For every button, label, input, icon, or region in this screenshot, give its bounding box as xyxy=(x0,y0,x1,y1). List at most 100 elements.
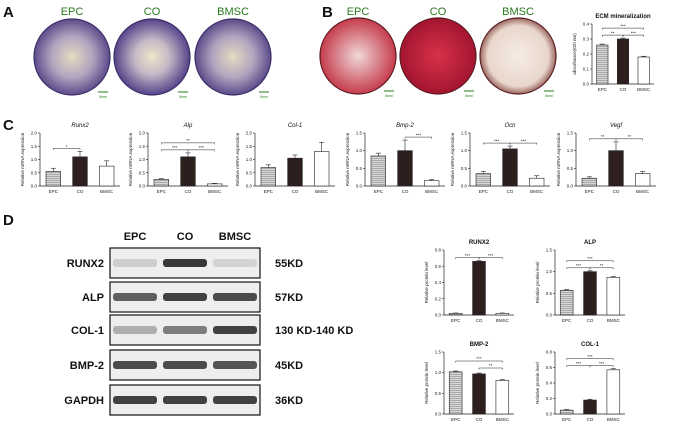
x-tick-label: EPC xyxy=(451,417,461,422)
sig-label: *** xyxy=(576,361,582,366)
lane-label-bmsc: BMSC xyxy=(219,231,251,243)
x-tick-label: EPC xyxy=(157,189,167,194)
sig-label: *** xyxy=(488,253,494,258)
lane-label-co: CO xyxy=(177,231,194,243)
y-tick-label: 0.4 xyxy=(435,280,442,285)
bar-co xyxy=(617,38,629,85)
blot-band xyxy=(213,326,257,334)
blot-band xyxy=(163,326,207,334)
panel-b-dish-epc xyxy=(319,17,397,95)
y-tick-label: 1.0 xyxy=(461,148,468,153)
kd-label: 45KD xyxy=(275,360,303,372)
bar-bmsc xyxy=(495,380,510,415)
x-tick-label: CO xyxy=(587,318,594,323)
x-tick-label: CO xyxy=(185,189,192,194)
scale-bar-label: 5mm xyxy=(385,94,393,98)
x-tick-label: BMSC xyxy=(100,189,114,194)
lane-label-epc: EPC xyxy=(124,231,147,243)
sig-label: * xyxy=(66,144,68,149)
chart-title: ECM mineralization xyxy=(595,14,651,20)
x-tick-label: CO xyxy=(620,87,627,92)
x-tick-label: EPC xyxy=(585,189,595,194)
x-tick-label: BMSC xyxy=(496,318,510,323)
y-tick-label: 0.0 xyxy=(139,184,146,189)
y-tick-label: 0.2 xyxy=(435,296,442,301)
y-tick-label: 0.6 xyxy=(435,264,442,269)
panel-label-c: C xyxy=(3,117,14,134)
bar-epc xyxy=(581,177,597,187)
charts-layer: 5mm 5mm 5mm 5mm 5mm 5mm ECM mineralization 0.0 0… xyxy=(20,14,656,422)
chart-alp: Alp 0.0 0.5 1.0 1.5 2.0 Relative mRNA expressi… xyxy=(128,123,228,194)
bar-co xyxy=(472,373,486,415)
bar-co xyxy=(583,271,597,316)
blot-band xyxy=(163,396,207,404)
scale-bar-label: 5mm xyxy=(99,95,107,99)
y-tick-label: 1.0 xyxy=(546,269,553,274)
panel-label-a: A xyxy=(3,4,14,21)
x-tick-label: BMSC xyxy=(315,189,329,194)
blot-band xyxy=(113,396,157,404)
bar-bmsc xyxy=(635,173,651,187)
panel-a-dish-bmsc xyxy=(194,18,272,96)
sig-label: ** xyxy=(600,263,604,268)
y-tick-label: 1.5 xyxy=(546,248,553,253)
sig-label: *** xyxy=(587,354,593,359)
sig-label: *** xyxy=(465,253,471,258)
bar-epc xyxy=(153,179,169,187)
chart-ocn: Ocn 0.0 0.5 1.0 1.5 Relative mRNA expression E… xyxy=(450,123,550,194)
panel-a-dish-co xyxy=(113,18,191,96)
y-tick-label: 0.4 xyxy=(546,381,553,386)
bar-bmsc xyxy=(529,177,545,187)
blot-band xyxy=(113,259,157,267)
chart-runx2: Runx2 0.0 0.5 1.0 1.5 2.0 Relative mRNA expres… xyxy=(20,123,120,194)
chart-title: Bmp-2 xyxy=(396,123,414,129)
y-tick-label: 0.5 xyxy=(31,170,38,175)
bar-bmsc xyxy=(606,369,621,415)
y-tick-label: 0.2 xyxy=(583,52,590,57)
y-tick-label: 2.0 xyxy=(139,131,146,136)
kd-label: 55KD xyxy=(275,258,303,270)
y-tick-label: 1.0 xyxy=(435,370,442,375)
bar-epc xyxy=(448,371,463,415)
kd-label: 57KD xyxy=(275,292,303,304)
chart-title: Alp xyxy=(183,123,193,129)
chart-title: Col-1 xyxy=(288,123,302,129)
y-axis-label: Relative protein level xyxy=(424,362,429,404)
y-tick-label: 0.0 xyxy=(31,184,38,189)
y-tick-label: 0.5 xyxy=(461,166,468,171)
x-tick-label: EPC xyxy=(562,417,572,422)
bar-co xyxy=(583,399,597,415)
y-tick-label: 0.2 xyxy=(546,396,553,401)
sig-label: *** xyxy=(620,23,626,28)
y-tick-label: 1.5 xyxy=(31,144,38,149)
chart-title: Vegf xyxy=(610,123,623,129)
protein-label: BMP-2 xyxy=(70,360,104,372)
x-tick-label: CO xyxy=(613,189,620,194)
bar-co xyxy=(397,150,413,187)
bar-co xyxy=(502,148,518,187)
sig-label: ** xyxy=(186,138,190,143)
sig-label: *** xyxy=(521,138,527,143)
panel-a-group-label-epc: EPC xyxy=(61,6,84,18)
bar-co xyxy=(72,156,88,187)
bar-co xyxy=(608,150,624,187)
y-tick-label: 1.5 xyxy=(246,144,253,149)
y-tick-label: 0.0 xyxy=(356,184,363,189)
bar-epc xyxy=(260,167,276,187)
sig-label: ** xyxy=(601,134,605,139)
sig-label: *** xyxy=(199,145,205,150)
sig-label: ** xyxy=(611,30,615,35)
blot-band xyxy=(163,293,207,301)
x-tick-label: CO xyxy=(476,417,483,422)
sig-label: *** xyxy=(631,30,637,35)
panel-a-group-label-co: CO xyxy=(144,6,161,18)
bar-co xyxy=(287,157,303,187)
bar-bmsc xyxy=(606,276,621,316)
panel-b-dish-bmsc xyxy=(479,17,557,95)
bar-epc xyxy=(448,313,463,316)
chart-vegf: Vegf 0.0 0.5 1.0 1.5 Relative mRNA expression… xyxy=(556,123,656,194)
x-tick-label: EPC xyxy=(374,189,384,194)
chart-col1: Col-1 0.0 0.5 1.0 1.5 2.0 Relative mRNA expres… xyxy=(235,123,335,194)
blot-band xyxy=(113,361,157,369)
